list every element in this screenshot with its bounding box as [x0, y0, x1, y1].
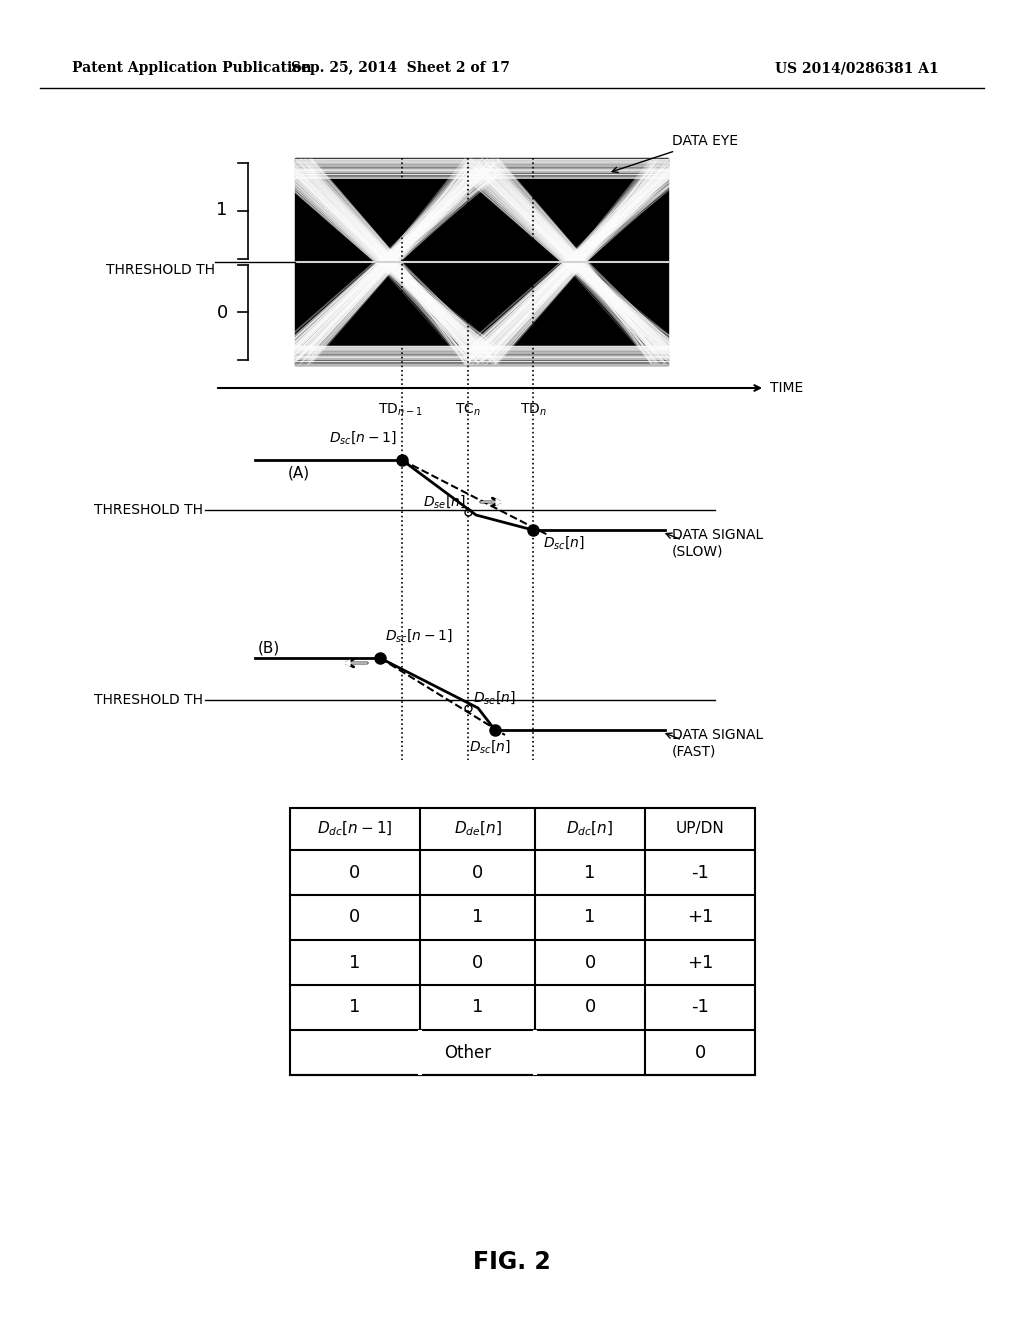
Text: $D_{dc}[n-1]$: $D_{dc}[n-1]$	[317, 820, 393, 838]
Text: $\mathrm{TC}_{n}$: $\mathrm{TC}_{n}$	[455, 403, 481, 418]
Text: 1: 1	[349, 998, 360, 1016]
Text: 0: 0	[472, 953, 483, 972]
Text: $\mathrm{TD}_{n-1}$: $\mathrm{TD}_{n-1}$	[378, 403, 422, 418]
Text: +1: +1	[687, 908, 713, 927]
Text: (A): (A)	[288, 466, 310, 480]
Text: $D_{sc}[n-1]$: $D_{sc}[n-1]$	[385, 627, 453, 644]
Text: DATA SIGNAL
(SLOW): DATA SIGNAL (SLOW)	[672, 528, 763, 558]
Text: -1: -1	[691, 863, 709, 882]
Text: US 2014/0286381 A1: US 2014/0286381 A1	[775, 61, 939, 75]
Text: THRESHOLD TH: THRESHOLD TH	[106, 264, 215, 277]
Text: 0: 0	[585, 998, 596, 1016]
Text: Sep. 25, 2014  Sheet 2 of 17: Sep. 25, 2014 Sheet 2 of 17	[291, 61, 509, 75]
Text: 1: 1	[216, 201, 227, 219]
Text: UP/DN: UP/DN	[676, 821, 724, 837]
Text: 0: 0	[585, 953, 596, 972]
Text: 1: 1	[472, 908, 483, 927]
Text: 0: 0	[472, 863, 483, 882]
Text: 0: 0	[349, 863, 360, 882]
Text: $D_{se}[n]$: $D_{se}[n]$	[473, 689, 516, 706]
Bar	[295, 158, 668, 366]
Text: 1: 1	[585, 863, 596, 882]
Text: $D_{sc}[n]$: $D_{sc}[n]$	[543, 535, 585, 550]
Text: TIME: TIME	[770, 381, 803, 395]
Text: 1: 1	[349, 953, 360, 972]
Text: 0: 0	[216, 304, 227, 322]
Text: $D_{sc}[n]$: $D_{sc}[n]$	[469, 738, 511, 755]
Text: $D_{de}[n]$: $D_{de}[n]$	[454, 820, 502, 838]
Text: THRESHOLD TH: THRESHOLD TH	[94, 693, 203, 708]
Text: Patent Application Publication: Patent Application Publication	[72, 61, 311, 75]
Text: 0: 0	[349, 908, 360, 927]
Text: THRESHOLD TH: THRESHOLD TH	[94, 503, 203, 517]
Text: DATA SIGNAL
(FAST): DATA SIGNAL (FAST)	[672, 729, 763, 758]
Text: 1: 1	[472, 998, 483, 1016]
Text: -1: -1	[691, 998, 709, 1016]
Text: $\mathrm{TD}_{n}$: $\mathrm{TD}_{n}$	[519, 403, 547, 418]
Text: +1: +1	[687, 953, 713, 972]
Text: (B): (B)	[258, 640, 281, 656]
Text: 0: 0	[694, 1044, 706, 1061]
Text: DATA EYE: DATA EYE	[612, 135, 738, 173]
Text: 1: 1	[585, 908, 596, 927]
Text: FIG. 2: FIG. 2	[473, 1250, 551, 1274]
Bar	[290, 808, 755, 1074]
Text: $D_{se}[n]$: $D_{se}[n]$	[423, 494, 466, 510]
Text: Other: Other	[444, 1044, 492, 1061]
Text: $D_{sc}[n-1]$: $D_{sc}[n-1]$	[329, 429, 397, 446]
Text: $D_{dc}[n]$: $D_{dc}[n]$	[566, 820, 613, 838]
